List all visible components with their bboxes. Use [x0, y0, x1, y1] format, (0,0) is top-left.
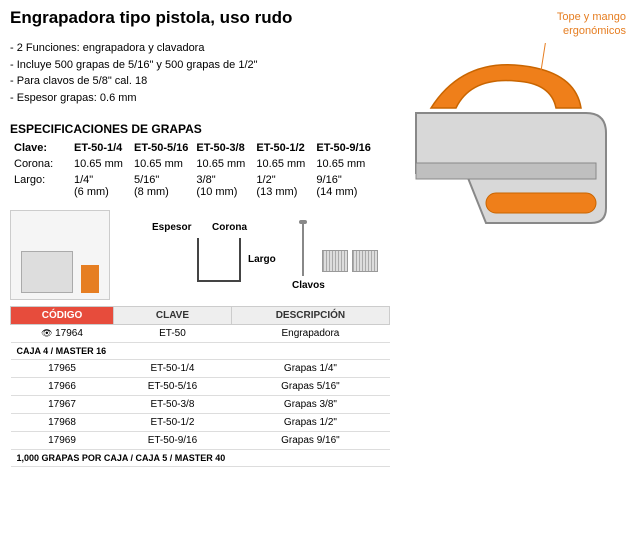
spec-cell: ET-50-5/16 — [130, 140, 192, 156]
pack-note: CAJA 4 / MASTER 16 — [11, 343, 390, 360]
col-desc: DESCRIPCIÓN — [231, 307, 389, 325]
diagram-label-corona: Corona — [212, 222, 247, 233]
spec-cell: ET-50-1/4 — [70, 140, 130, 156]
package-thumbnail — [10, 210, 110, 300]
table-row: 17964 ET-50 Engrapadora — [11, 325, 390, 343]
hero-callout-line: ergonómicos — [563, 25, 626, 37]
cell-desc: Grapas 9/16" — [231, 432, 389, 450]
cell-clave: ET-50 — [114, 325, 232, 343]
staple-diagram: Espesor Corona Largo Clavos — [122, 210, 382, 300]
spec-cell: 5/16" (8 mm) — [130, 172, 192, 200]
spec-table: Clave: ET-50-1/4 ET-50-5/16 ET-50-3/8 ET… — [10, 140, 375, 200]
table-row: 17969ET-50-9/16Grapas 9/16" — [11, 432, 390, 450]
diagram-label-largo: Largo — [248, 254, 276, 265]
spec-cell: ET-50-1/2 — [252, 140, 312, 156]
spec-cell: 1/2" (13 mm) — [252, 172, 312, 200]
cell-desc: Grapas 3/8" — [231, 396, 389, 414]
cell-codigo: 17967 — [11, 396, 114, 414]
cell-desc: Engrapadora — [231, 325, 389, 343]
pack-note: 1,000 GRAPAS POR CAJA / CAJA 5 / MASTER … — [11, 450, 390, 467]
diagram-label-espesor: Espesor — [152, 222, 191, 233]
cell-clave: ET-50-5/16 — [114, 378, 232, 396]
col-clave: CLAVE — [114, 307, 232, 325]
cell-clave: ET-50-1/2 — [114, 414, 232, 432]
spec-cell: ET-50-3/8 — [192, 140, 252, 156]
spec-cell: 10.65 mm — [252, 156, 312, 172]
col-codigo: CÓDIGO — [11, 307, 114, 325]
hero-callout: Tope y mango ergonómicos — [376, 10, 626, 39]
staples-pile-icon — [322, 250, 378, 272]
cell-desc: Grapas 1/2" — [231, 414, 389, 432]
spec-cell: 10.65 mm — [312, 156, 374, 172]
spec-cell: ET-50-9/16 — [312, 140, 374, 156]
spec-cell: 10.65 mm — [130, 156, 192, 172]
nail-icon — [302, 224, 304, 276]
spec-cell: 3/8" (10 mm) — [192, 172, 252, 200]
cell-desc: Grapas 1/4" — [231, 360, 389, 378]
cell-codigo: 17968 — [11, 414, 114, 432]
cell-codigo: 17969 — [11, 432, 114, 450]
spec-label: Largo: — [10, 172, 70, 200]
spec-cell: 1/4" (6 mm) — [70, 172, 130, 200]
hero-callout-line: Tope y mango — [557, 11, 626, 23]
staple-icon — [197, 238, 241, 282]
cell-clave: ET-50-1/4 — [114, 360, 232, 378]
product-table: CÓDIGO CLAVE DESCRIPCIÓN 17964 ET-50 Eng… — [10, 306, 390, 467]
spec-cell: 10.65 mm — [70, 156, 130, 172]
cell-codigo: 17965 — [11, 360, 114, 378]
spec-label: Corona: — [10, 156, 70, 172]
spec-cell: 10.65 mm — [192, 156, 252, 172]
cell-clave: ET-50-9/16 — [114, 432, 232, 450]
cell-clave: ET-50-3/8 — [114, 396, 232, 414]
hero-image-area: Tope y mango ergonómicos — [376, 10, 626, 268]
table-row: 17966ET-50-5/16Grapas 5/16" — [11, 378, 390, 396]
table-row: 17968ET-50-1/2Grapas 1/2" — [11, 414, 390, 432]
diagram-label-clavos: Clavos — [292, 280, 325, 291]
cell-codigo: 17964 — [11, 325, 114, 343]
spec-cell: 9/16" (14 mm) — [312, 172, 374, 200]
spec-label: Clave: — [10, 140, 70, 156]
table-row: 17967ET-50-3/8Grapas 3/8" — [11, 396, 390, 414]
stapler-icon — [376, 43, 626, 263]
cell-codigo: 17966 — [11, 378, 114, 396]
cell-desc: Grapas 5/16" — [231, 378, 389, 396]
table-row: 17965ET-50-1/4Grapas 1/4" — [11, 360, 390, 378]
